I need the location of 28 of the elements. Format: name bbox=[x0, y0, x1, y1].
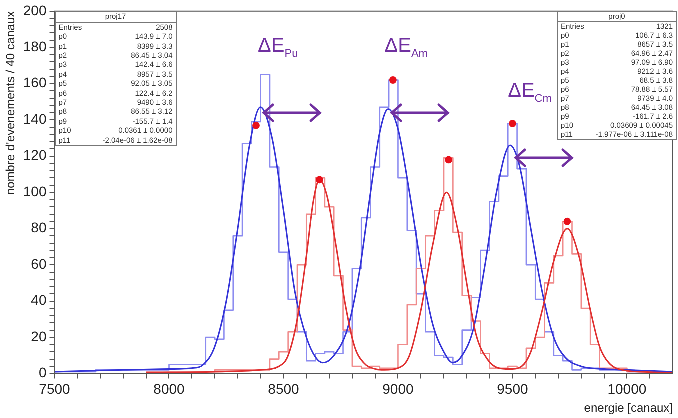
annotation: ΔE$_{Am}$ bbox=[384, 34, 428, 60]
x-tick-label: 7500 bbox=[39, 381, 71, 398]
y-tick-label: 60 bbox=[31, 256, 47, 272]
y-tick-label: 200 bbox=[23, 2, 47, 18]
x-tick-label: 8000 bbox=[154, 381, 186, 398]
y-tick-label: 80 bbox=[31, 220, 47, 236]
y-tick-label: 120 bbox=[23, 147, 47, 164]
x-tick-label: 9000 bbox=[382, 381, 414, 398]
point bbox=[509, 120, 516, 128]
point bbox=[564, 218, 572, 226]
y-tick-label: 40 bbox=[31, 292, 47, 308]
y-tick-label: 160 bbox=[23, 74, 47, 91]
annotation: ΔE$_{Pu}$ bbox=[258, 34, 298, 60]
y-tick-label: 20 bbox=[31, 328, 47, 344]
y-tick-label: 0 bbox=[38, 364, 47, 381]
x-tick-label: 10000 bbox=[608, 381, 647, 398]
point bbox=[389, 76, 397, 84]
x-tick-label: 9500 bbox=[497, 381, 528, 398]
x-axis-title: energie [canaux] bbox=[584, 401, 673, 416]
point bbox=[316, 176, 324, 184]
x-tick-label: 8500 bbox=[268, 381, 300, 398]
y-tick-label: 100 bbox=[23, 183, 47, 200]
y-tick-label: 180 bbox=[23, 38, 47, 54]
y-axis-title: nombre d'evenements / 40 canaux bbox=[4, 11, 18, 196]
point bbox=[445, 156, 453, 164]
point bbox=[252, 122, 260, 130]
y-tick-label: 140 bbox=[23, 110, 47, 127]
annotation: ΔE$_{Cm}$ bbox=[508, 80, 552, 106]
